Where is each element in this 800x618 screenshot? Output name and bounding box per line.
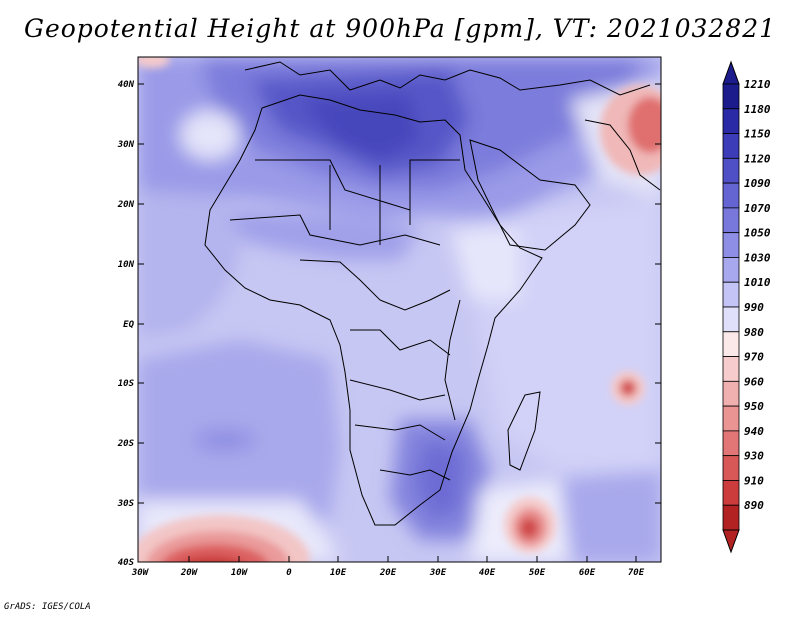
- x-tick-label: 20W: [180, 568, 199, 578]
- colorbar-swatch: [722, 108, 740, 134]
- colorbar-label: 1090: [744, 177, 771, 190]
- x-tick-label: 10W: [231, 568, 249, 578]
- colorbar-swatch: [722, 455, 740, 481]
- colorbar-swatch: [722, 182, 740, 209]
- x-tick-label: 60E: [579, 568, 596, 578]
- colorbar-swatch: [722, 281, 740, 308]
- colorbar-label: 910: [744, 474, 764, 487]
- colorbar-label: 1070: [744, 202, 771, 215]
- y-tick-label: 40S: [118, 558, 135, 568]
- colorbar-swatch: [722, 133, 740, 159]
- x-tick-label: 40E: [479, 568, 496, 578]
- colorbar-label: 980: [744, 326, 764, 339]
- colorbar-bottom-arrow: [722, 529, 740, 554]
- colorbar-swatch: [722, 430, 740, 457]
- credit-label: GrADS: IGES/COLA: [4, 602, 91, 612]
- y-tick-label: EQ: [123, 320, 134, 330]
- x-tick-label: 10E: [330, 568, 347, 578]
- colorbar-label: 930: [744, 450, 764, 463]
- colorbar-swatch: [722, 331, 740, 357]
- colorbar-label: 950: [744, 400, 764, 413]
- colorbar-label: 990: [744, 301, 764, 314]
- colorbar: 1210 1180 1150 1120 1090 1070 1050 1030 1010 990 9…: [722, 60, 771, 554]
- colorbar-swatch: [722, 207, 740, 234]
- colorbar-label: 1150: [744, 128, 771, 141]
- map-title: Geopotential Height at 900hPa [gpm], VT:…: [23, 14, 777, 43]
- y-tick-label: 20S: [117, 439, 135, 449]
- height-field: [138, 57, 661, 562]
- colorbar-swatch: [722, 83, 740, 110]
- colorbar-swatch: [722, 480, 740, 506]
- y-tick-label: 10S: [118, 379, 135, 389]
- y-tick-label: 30S: [117, 499, 135, 509]
- plot-frame: [137, 56, 662, 563]
- colorbar-swatch: [722, 356, 740, 382]
- colorbar-label: 1030: [744, 251, 771, 264]
- colorbar-label: 1120: [744, 152, 771, 165]
- colorbar-label: 960: [744, 375, 764, 388]
- y-tick-label: 10N: [118, 260, 135, 270]
- colorbar-label: 1050: [744, 227, 771, 240]
- colorbar-top-arrow: [722, 60, 740, 85]
- colorbar-swatch: [722, 157, 740, 184]
- colorbar-label: 1210: [744, 78, 771, 91]
- x-tick-label: 0: [286, 568, 292, 578]
- x-tick-label: 70E: [628, 568, 645, 578]
- colorbar-swatch: [722, 380, 740, 407]
- colorbar-swatch: [722, 232, 740, 258]
- y-tick-label: 30N: [117, 140, 135, 150]
- colorbar-label: 1010: [744, 276, 771, 289]
- y-tick-label: 40N: [118, 80, 135, 90]
- colorbar-label: 1180: [744, 103, 771, 116]
- colorbar-label: 890: [744, 499, 764, 512]
- colorbar-swatch: [722, 504, 740, 531]
- x-tick-label: 20E: [379, 568, 397, 578]
- coastlines: [204, 61, 661, 526]
- x-axis: [188, 556, 637, 562]
- x-tick-label: 30W: [131, 568, 150, 578]
- colorbar-label: 970: [744, 351, 764, 364]
- x-tick-label: 50E: [529, 568, 546, 578]
- y-tick-label: 20N: [117, 200, 135, 210]
- colorbar-swatch: [722, 257, 740, 283]
- y-axis: [138, 83, 661, 504]
- colorbar-label: 940: [744, 425, 764, 438]
- x-tick-label: 30E: [429, 568, 447, 578]
- colorbar-swatch: [722, 405, 740, 432]
- colorbar-swatch: [722, 306, 740, 333]
